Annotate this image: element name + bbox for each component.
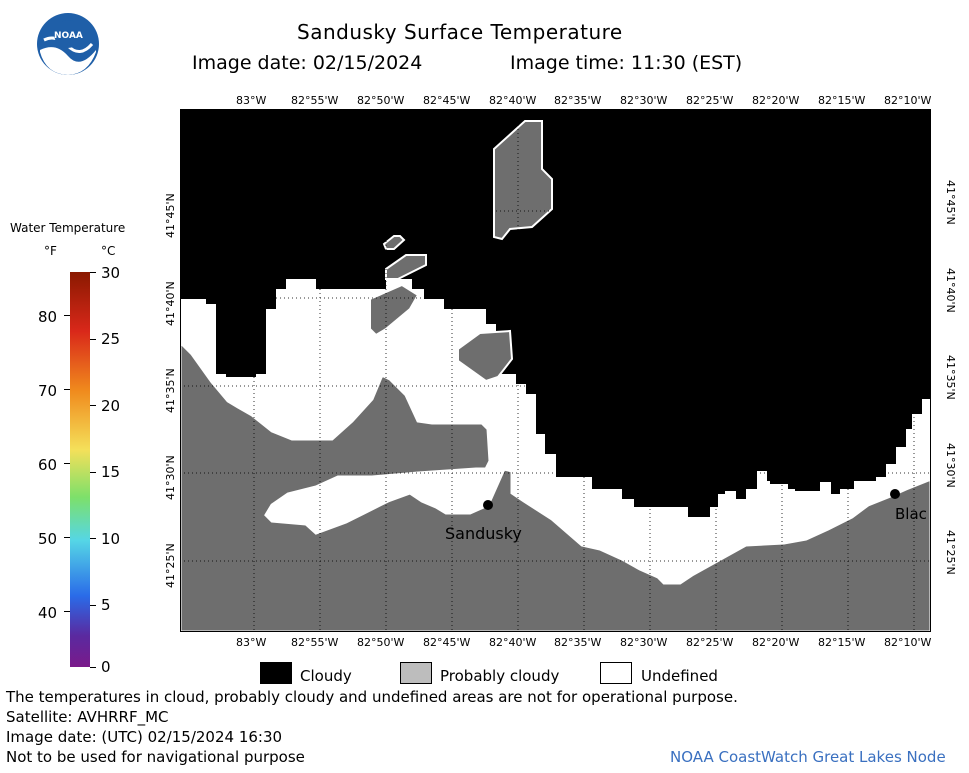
- f-tick: [64, 537, 70, 538]
- lat-label-right: 41°35'N: [944, 355, 957, 400]
- lon-label-top: 82°40'W: [489, 94, 537, 107]
- lon-label-top: 82°55'W: [291, 94, 339, 107]
- lat-label-left: 41°25'N: [164, 543, 177, 588]
- probably-cloudy-patch: [457, 329, 514, 383]
- footer-utc-date: Image date: (UTC) 02/15/2024 16:30: [6, 728, 283, 746]
- c-tick: [90, 339, 96, 340]
- lat-label-left: 41°30'N: [164, 455, 177, 500]
- lon-label-top: 82°20'W: [752, 94, 800, 107]
- lon-label-bottom: 82°45'W: [423, 636, 471, 649]
- c-tick-label: 5: [101, 596, 111, 614]
- c-tick-label: 25: [101, 330, 121, 348]
- probably-cloudy-patch: [493, 120, 553, 241]
- lon-label-bottom: 82°40'W: [489, 636, 537, 649]
- lon-label-top: 82°45'W: [423, 94, 471, 107]
- f-tick-label: 40: [38, 604, 58, 622]
- c-tick: [90, 272, 96, 273]
- c-tick-label: 10: [101, 530, 121, 548]
- colorbar-unit-c: °C: [101, 244, 116, 258]
- lon-label-bottom: 82°55'W: [291, 636, 339, 649]
- legend-cloudy-swatch: [260, 662, 292, 684]
- probably-cloudy-patch: [369, 283, 420, 337]
- f-tick-label: 80: [38, 308, 58, 326]
- lat-label-right: 41°40'N: [944, 268, 957, 313]
- cloud-area: [180, 109, 931, 517]
- lon-label-bottom: 82°50'W: [357, 636, 405, 649]
- colorbar-unit-f: °F: [44, 244, 57, 258]
- place-label-sandusky: Sandusky: [445, 524, 522, 543]
- legend-undefined-swatch: [600, 662, 632, 684]
- lat-label-left: 41°40'N: [164, 281, 177, 326]
- c-tick: [90, 667, 96, 668]
- logo-text: NOAA: [54, 31, 83, 41]
- f-tick-label: 60: [38, 456, 58, 474]
- map-frame: [180, 109, 931, 632]
- f-tick-label: 50: [38, 530, 58, 548]
- c-tick: [90, 605, 96, 606]
- map-title: Sandusky Surface Temperature: [297, 20, 623, 44]
- c-tick-label: 0: [101, 658, 111, 676]
- lon-label-top: 82°15'W: [818, 94, 866, 107]
- image-date: Image date: 02/15/2024: [192, 52, 423, 74]
- c-tick-label: 30: [101, 264, 121, 282]
- f-tick: [64, 463, 70, 464]
- lon-label-bottom: 82°25'W: [686, 636, 734, 649]
- lat-label-right: 41°45'N: [944, 180, 957, 225]
- lat-label-right: 41°25'N: [944, 530, 957, 575]
- legend-probably-cloudy-label: Probably cloudy: [440, 667, 560, 685]
- lon-label-top: 82°25'W: [686, 94, 734, 107]
- lon-label-top: 82°50'W: [357, 94, 405, 107]
- temperature-colorbar: [70, 272, 90, 667]
- f-tick: [64, 611, 70, 612]
- lon-label-top: 82°30'W: [620, 94, 668, 107]
- place-label-blac: Blac: [895, 505, 927, 523]
- lat-label-right: 41°30'N: [944, 443, 957, 488]
- lat-label-left: 41°45'N: [164, 193, 177, 238]
- c-tick: [90, 472, 96, 473]
- f-tick-label: 70: [38, 382, 58, 400]
- f-tick: [64, 389, 70, 390]
- footer-satellite: Satellite: AVHRRF_MC: [6, 708, 169, 726]
- sandusky-marker: [483, 500, 493, 510]
- f-tick: [64, 315, 70, 316]
- footer-credit: NOAA CoastWatch Great Lakes Node: [670, 748, 946, 766]
- c-tick-label: 15: [101, 463, 121, 481]
- lon-label-top: 82°35'W: [554, 94, 602, 107]
- legend-undefined-label: Undefined: [641, 667, 718, 685]
- c-tick: [90, 538, 96, 539]
- footer-disclaimer: The temperatures in cloud, probably clou…: [6, 688, 738, 706]
- legend-cloudy-label: Cloudy: [300, 667, 352, 685]
- lon-label-bottom: 82°15'W: [818, 636, 866, 649]
- lon-label-bottom: 82°10'W: [884, 636, 932, 649]
- colorbar-title: Water Temperature: [10, 221, 126, 235]
- lon-label-top: 82°10'W: [884, 94, 932, 107]
- lon-label-bottom: 82°30'W: [620, 636, 668, 649]
- probably-cloudy-patch: [385, 254, 427, 280]
- temperature-map: [180, 109, 931, 632]
- lon-label-bottom: 83°W: [236, 636, 267, 649]
- noaa-logo: NOAA: [36, 12, 100, 76]
- lon-label-bottom: 82°35'W: [554, 636, 602, 649]
- footer-nav-warning: Not to be used for navigational purpose: [6, 748, 305, 766]
- lat-label-left: 41°35'N: [164, 368, 177, 413]
- blac-marker: [890, 489, 900, 499]
- land-area: [180, 339, 931, 632]
- c-tick: [90, 405, 96, 406]
- lon-label-top: 83°W: [236, 94, 267, 107]
- lon-label-bottom: 82°20'W: [752, 636, 800, 649]
- legend-probably-cloudy-swatch: [400, 662, 432, 684]
- image-time: Image time: 11:30 (EST): [510, 52, 743, 74]
- c-tick-label: 20: [101, 397, 121, 415]
